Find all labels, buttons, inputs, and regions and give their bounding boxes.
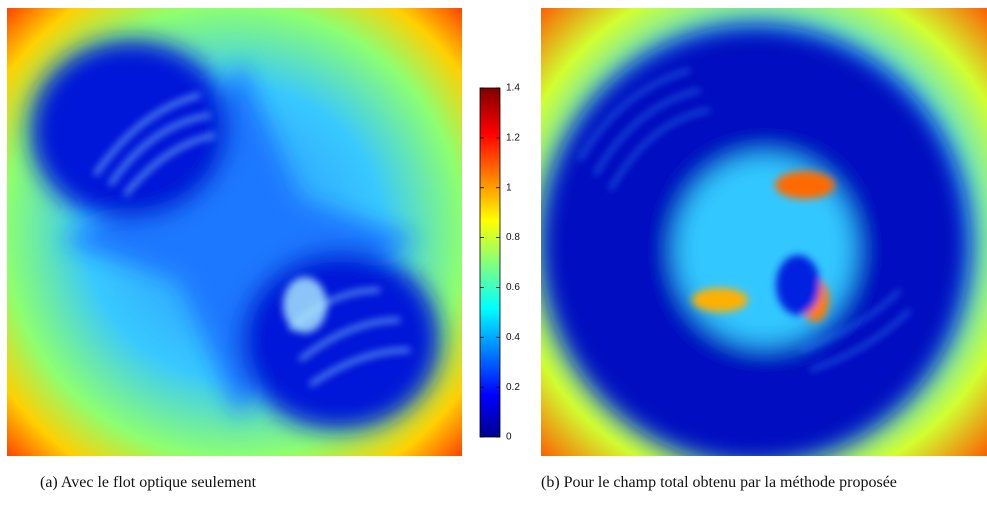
colorbar-tick-label: 1.2 <box>506 132 520 143</box>
colorbar-tick-label: 0.2 <box>506 382 520 393</box>
colorbar-tick-label: 1 <box>506 182 512 193</box>
heatmap-b <box>541 8 987 456</box>
heatmap-a <box>7 8 462 456</box>
colorbar-gradient <box>479 87 501 438</box>
colorbar-tick-label: 0.4 <box>506 332 520 343</box>
colorbar-tick-label: 1.4 <box>506 83 520 94</box>
colorbar: 0 0.2 0.4 0.6 0.8 1 1.2 1.4 <box>479 83 520 443</box>
figure: 0 0.2 0.4 0.6 0.8 1 1.2 1.4 <box>7 8 987 456</box>
colorbar-tick-label: 0 <box>506 432 512 443</box>
colorbar-tick-label: 0.6 <box>506 282 520 293</box>
caption-a: (a) Avec le flot optique seulement <box>40 474 257 491</box>
colorbar-tick-label: 0.8 <box>506 232 520 243</box>
caption-b: (b) Pour le champ total obtenu par la mé… <box>541 474 897 491</box>
